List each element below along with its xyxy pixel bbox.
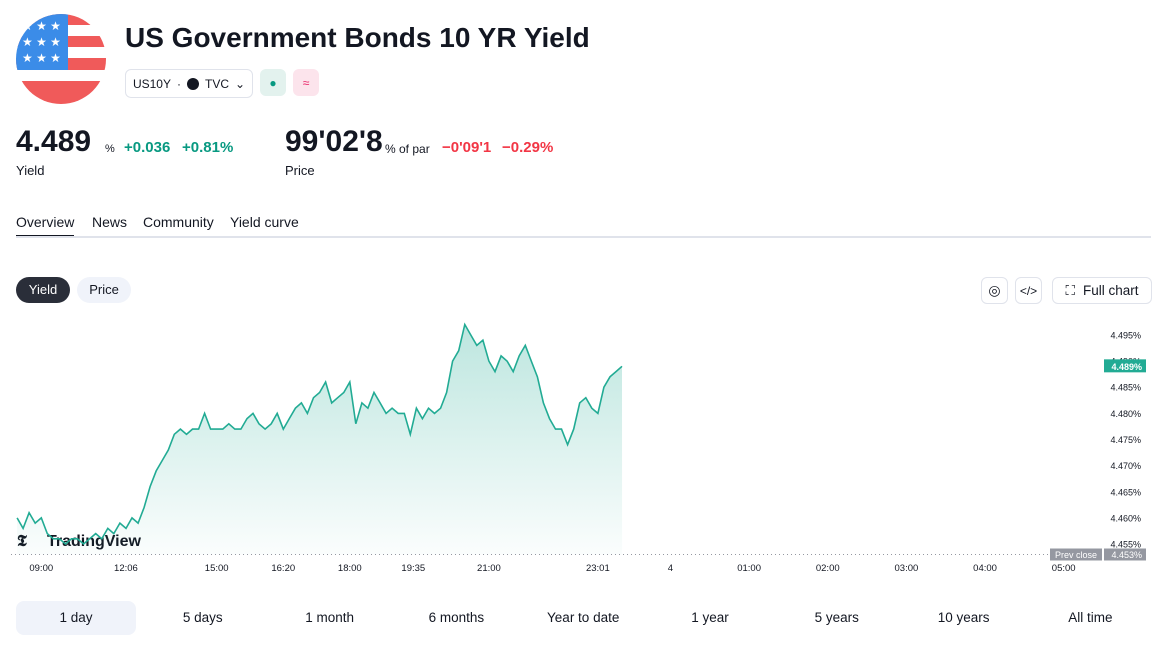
chevron: ⌄ <box>234 76 246 91</box>
x-tick-label: 19:35 <box>401 563 425 574</box>
tab[interactable]: Yield curve <box>230 214 299 230</box>
last-value-tag <box>1104 359 1146 373</box>
delayed-status[interactable]: ≈ <box>293 69 319 96</box>
x-tick-label: 23:01 <box>586 563 610 574</box>
exchange-icon <box>186 77 199 90</box>
svg-text:★ ★ ★: ★ ★ ★ <box>22 35 61 49</box>
yield-unit: % <box>105 143 115 155</box>
dot: · <box>176 76 181 91</box>
x-tick-label: 09:00 <box>29 563 53 574</box>
line <box>16 322 623 546</box>
prev-close-label: 4.453% <box>1111 550 1142 560</box>
range-button[interactable]: 1 day <box>16 601 136 635</box>
range-button[interactable]: 1 year <box>691 610 729 625</box>
x-tick-label: 18:00 <box>338 563 362 574</box>
x-tick-label: 15:00 <box>205 563 229 574</box>
tabs-divider <box>16 236 1151 238</box>
y-tick-label: 4.495% <box>1110 330 1141 340</box>
prev-close-value-tag <box>1104 548 1146 561</box>
y-tick-label: 4.475% <box>1110 435 1141 445</box>
x-tick-label: 03:00 <box>895 563 919 574</box>
market-status[interactable]: ● <box>260 69 286 96</box>
range-button[interactable]: 5 days <box>182 610 223 625</box>
yield-change: +0.036 <box>124 139 171 156</box>
x-tick-label: 02:00 <box>816 563 840 574</box>
x-tick-label: 4 <box>668 563 673 574</box>
exchange: TVC <box>204 76 229 91</box>
tab[interactable]: Overview <box>16 214 75 237</box>
symbol-selector[interactable]: US10Y · TVC ⌄ <box>125 69 253 98</box>
prev-close-text: Prev close <box>1055 550 1097 560</box>
y-tick-label: 4.455% <box>1110 540 1141 550</box>
yield-toggle[interactable]: Yield <box>16 277 70 303</box>
full-chart-button[interactable]: ⛶ Full chart <box>1052 277 1152 304</box>
title: US Government Bonds 10 YR Yield <box>125 22 590 53</box>
range-button[interactable]: 5 years <box>814 610 859 625</box>
area <box>17 324 623 555</box>
embed-button[interactable]: </> <box>1015 277 1042 304</box>
range-button[interactable]: 6 months <box>428 610 485 625</box>
price-change: −0'09'1 <box>442 139 492 156</box>
y-tick-label: 4.470% <box>1110 461 1141 471</box>
snapshot-button[interactable]: ◎ <box>981 277 1008 304</box>
y-tick-label: 4.460% <box>1110 513 1141 523</box>
range-button[interactable]: All time <box>1068 610 1113 625</box>
x-tick-label: 16:20 <box>271 563 295 574</box>
svg-text:★ ★ ★: ★ ★ ★ <box>22 51 61 65</box>
range-button[interactable]: 10 years <box>937 610 990 625</box>
price-unit: % of par <box>385 142 430 156</box>
full-chart-label: Full chart <box>1082 283 1139 298</box>
x-tick-label: 21:00 <box>477 563 501 574</box>
flag: ★ ★ ★ ★ ★ ★ ★ ★ ★ <box>16 14 106 104</box>
expand-icon: ⛶ <box>1065 282 1075 298</box>
price-value: 99'02'8 <box>285 125 383 158</box>
x-tick-label: 12:06 <box>114 563 138 574</box>
yield-change-pct: +0.81% <box>182 139 234 156</box>
yield-label: Yield <box>16 163 45 178</box>
x-tick-label: 01:00 <box>737 563 761 574</box>
symbol: US10Y <box>132 76 171 91</box>
x-tick-label: 04:00 <box>973 563 997 574</box>
chart: 𝕿TradingView 4.455%4.460%4.465%4.470%4.4… <box>11 322 1146 574</box>
tab[interactable]: Community <box>143 214 214 230</box>
range-button[interactable]: 1 month <box>305 610 354 625</box>
y-tick-label: 4.485% <box>1110 383 1141 393</box>
price-label: Price <box>285 163 315 178</box>
x-tick-label: 05:00 <box>1052 563 1076 574</box>
price-toggle[interactable]: Price <box>77 277 131 303</box>
last-value-label: 4.489% <box>1111 362 1142 372</box>
svg-text:★ ★ ★: ★ ★ ★ <box>22 19 61 33</box>
price-change-pct: −0.29% <box>502 139 554 156</box>
range-button[interactable]: Year to date <box>547 610 620 625</box>
prev-close-tag <box>1050 548 1102 561</box>
tab[interactable]: News <box>92 214 128 230</box>
y-tick-label: 4.465% <box>1110 487 1141 497</box>
y-tick-label: 4.480% <box>1110 409 1141 419</box>
yield-value: 4.489 <box>16 125 92 158</box>
